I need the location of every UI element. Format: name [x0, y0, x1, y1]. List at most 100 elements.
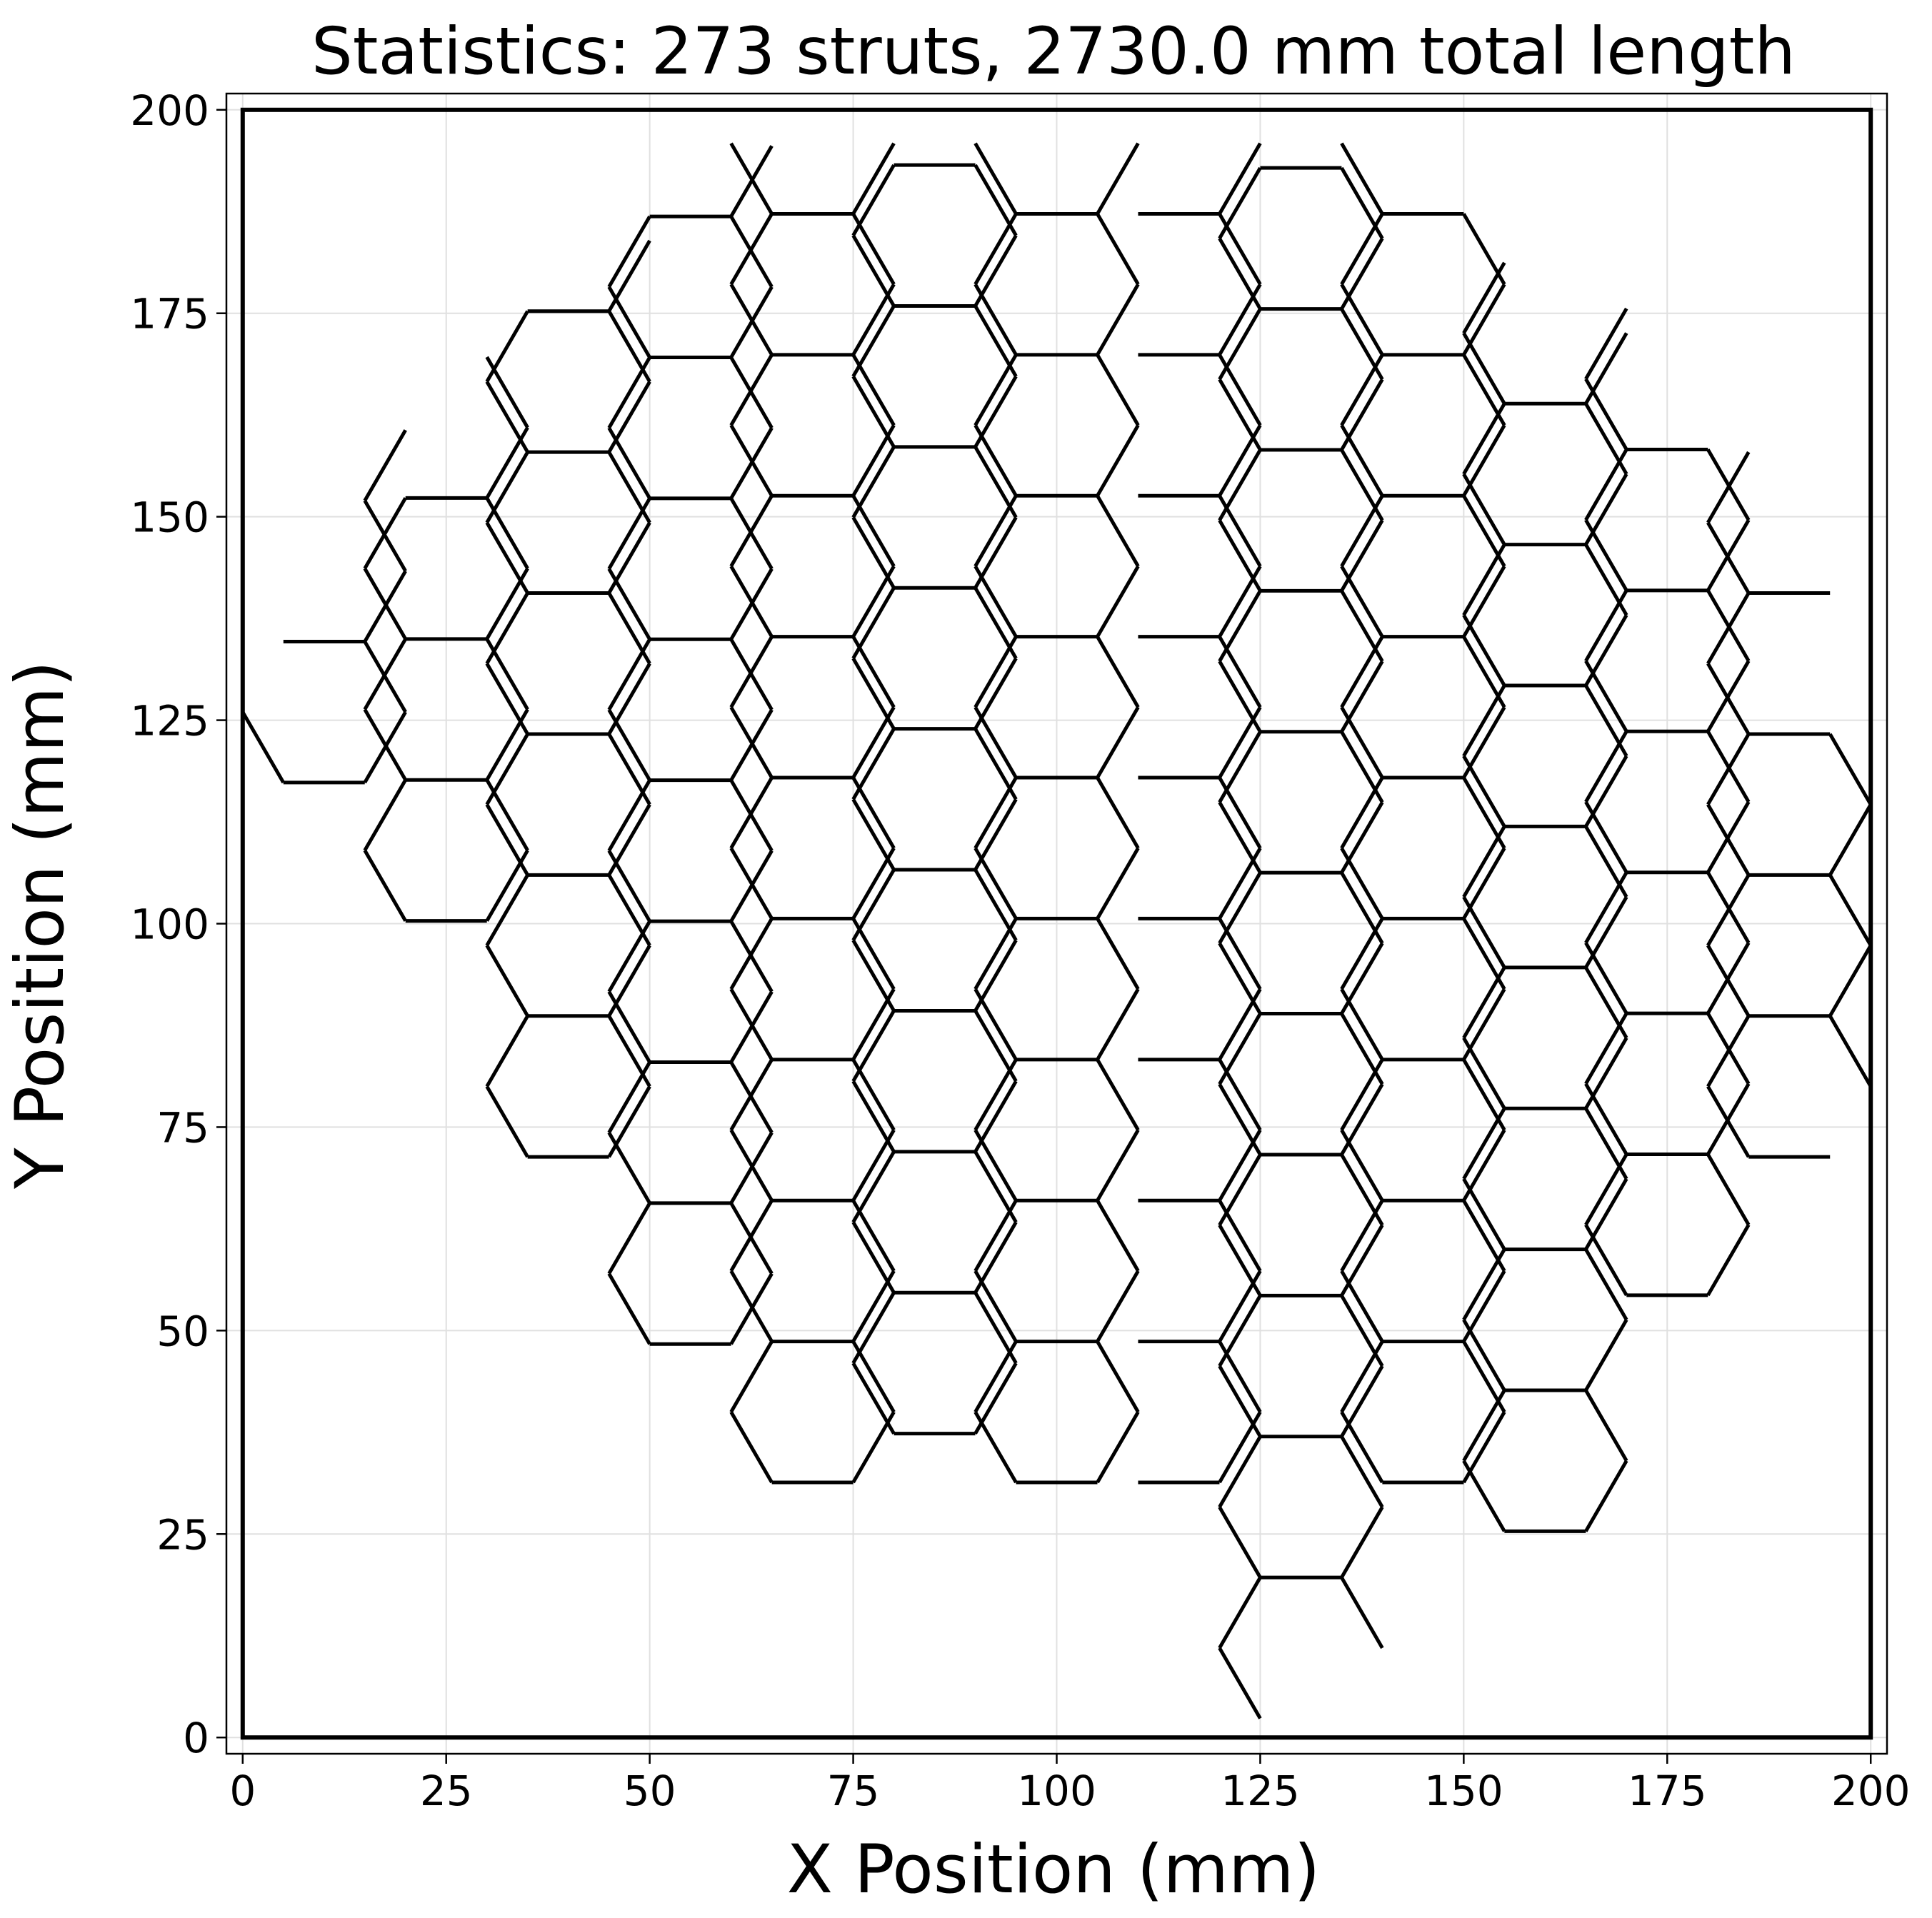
y-tick-label: 0	[183, 1714, 209, 1762]
strut	[1340, 776, 1384, 849]
strut	[851, 446, 896, 518]
y-tick-label: 25	[156, 1510, 209, 1559]
y-tick-label: 175	[130, 290, 209, 338]
strut	[1218, 166, 1262, 240]
strut	[1584, 1460, 1628, 1532]
strut	[851, 1291, 896, 1365]
strut	[1706, 1015, 1751, 1088]
strut	[729, 706, 774, 779]
strut	[1340, 283, 1384, 356]
strut	[485, 521, 529, 594]
strut	[729, 283, 774, 356]
strut	[1096, 1199, 1140, 1272]
strut	[1340, 213, 1384, 286]
strut	[1218, 1576, 1262, 1650]
strut	[363, 708, 407, 781]
strut	[1340, 565, 1384, 638]
strut	[729, 1411, 774, 1484]
strut	[607, 920, 651, 993]
strut	[1462, 332, 1506, 405]
strut	[851, 1221, 896, 1294]
x-tick-label: 0	[229, 1767, 256, 1815]
strut	[1218, 519, 1262, 592]
strut	[729, 142, 774, 215]
strut	[485, 1085, 529, 1158]
strut	[851, 516, 896, 589]
strut	[729, 988, 774, 1061]
strut	[729, 1058, 774, 1131]
strut	[729, 213, 774, 286]
strut	[1828, 1015, 1873, 1088]
strut	[1218, 1435, 1262, 1508]
strut	[973, 776, 1018, 849]
strut	[1706, 451, 1751, 524]
y-axis-label: Y Position (mm)	[1, 661, 79, 1190]
strut	[851, 375, 896, 448]
strut	[1462, 895, 1506, 969]
strut	[851, 728, 896, 800]
strut	[1706, 1085, 1751, 1158]
chart-title: Statistics: 273 struts, 2730.0 mm total …	[311, 14, 1796, 89]
strut	[973, 1199, 1018, 1272]
strut	[1584, 1223, 1628, 1297]
strut	[1340, 1411, 1384, 1484]
strut	[1218, 1083, 1262, 1156]
strut	[729, 424, 774, 497]
strut	[851, 234, 896, 307]
strut	[607, 1061, 651, 1134]
boundary-rect	[240, 107, 1873, 1740]
strut	[729, 494, 774, 568]
strut	[973, 1340, 1018, 1413]
strut	[1340, 142, 1384, 215]
strut	[1096, 1340, 1140, 1413]
strut	[1218, 378, 1262, 451]
strut	[363, 497, 407, 570]
strut	[1584, 871, 1628, 944]
strut	[851, 1362, 896, 1435]
strut	[1706, 662, 1751, 735]
strut	[1096, 918, 1140, 990]
strut	[363, 849, 407, 922]
strut	[607, 638, 651, 711]
strut	[1096, 424, 1140, 497]
strut	[851, 798, 896, 871]
x-tick-label: 175	[1628, 1767, 1707, 1815]
strut	[729, 918, 774, 990]
strut	[1340, 1576, 1384, 1650]
strut	[607, 850, 651, 923]
strut	[1218, 1365, 1262, 1437]
strut	[973, 1058, 1018, 1131]
strut	[1218, 1506, 1262, 1579]
x-tick-label: 25	[420, 1767, 473, 1815]
strut	[1706, 592, 1751, 665]
strut	[1218, 1013, 1262, 1085]
strut	[1218, 1224, 1262, 1297]
strut	[1340, 1506, 1384, 1579]
strut	[1218, 1153, 1262, 1226]
strut	[1706, 1153, 1751, 1226]
strut	[851, 1150, 896, 1223]
strut	[1462, 1037, 1506, 1110]
strut	[1096, 847, 1140, 920]
strut	[973, 706, 1018, 779]
strut	[1096, 1270, 1140, 1342]
strut	[1218, 871, 1262, 945]
strut	[1584, 307, 1628, 381]
y-axis-ticks: 0 25 50 75 100 125 150 175 200	[130, 86, 226, 1762]
strut	[1462, 755, 1506, 828]
strut	[1096, 1058, 1140, 1131]
strut	[1706, 733, 1751, 805]
strut	[973, 565, 1018, 638]
strut	[241, 711, 285, 784]
strut	[1828, 733, 1873, 805]
strut	[607, 286, 651, 358]
strut	[1218, 660, 1262, 733]
strut	[485, 451, 529, 524]
strut	[1828, 944, 1873, 1017]
strut	[1218, 237, 1262, 310]
strut	[1096, 494, 1140, 568]
strut	[1096, 565, 1140, 638]
strut	[973, 1270, 1018, 1342]
strut	[1340, 1129, 1384, 1202]
